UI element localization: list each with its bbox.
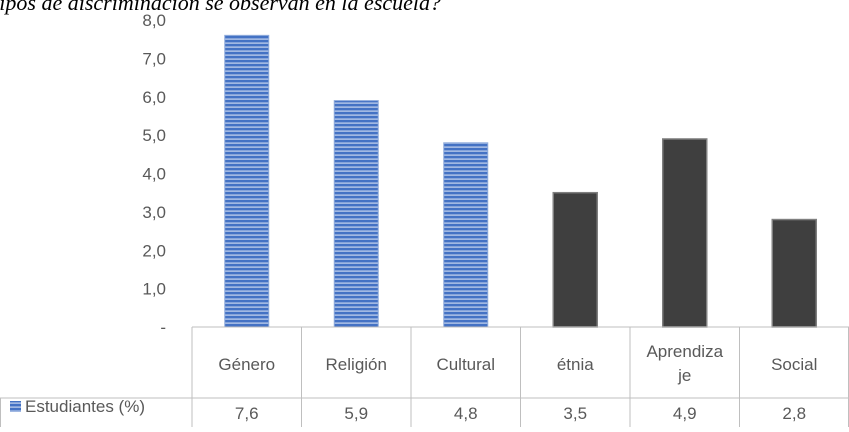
y-tick-label: 7,0 [142, 49, 166, 68]
y-tick-label: - [160, 318, 166, 337]
value-label: 3,5 [563, 404, 587, 423]
bar [552, 191, 598, 328]
legend-key [10, 401, 21, 412]
bars [224, 34, 817, 328]
value-label: 4,9 [673, 404, 697, 423]
value-label: 5,9 [344, 404, 368, 423]
legend: Estudiantes (%) [10, 397, 145, 416]
category-label: Religión [326, 355, 387, 374]
y-tick-label: 3,0 [142, 203, 166, 222]
y-tick-label: 1,0 [142, 280, 166, 299]
category-labels: Género Religión Cultural étnia Aprendiza je So… [218, 342, 817, 385]
category-label: Aprendiza je [646, 342, 723, 385]
legend-label: Estudiantes (%) [25, 397, 145, 416]
bar [443, 142, 489, 328]
category-label: Cultural [436, 355, 495, 374]
data-table: Género Religión Cultural étnia Aprendiza je So… [0, 326, 849, 427]
value-label: 7,6 [235, 404, 259, 423]
category-label: Social [771, 355, 817, 374]
chart-caption: ¿Qué tipos de discriminación se observan… [0, 0, 441, 15]
bar [224, 34, 270, 328]
y-tick-label: 4,0 [142, 165, 166, 184]
value-labels: 7,6 5,9 4,8 3,5 4,9 2,8 [235, 404, 806, 423]
y-tick-label: 8,0 [142, 11, 166, 30]
y-tick-label: 2,0 [142, 241, 166, 260]
y-tick-label: 6,0 [142, 88, 166, 107]
category-label: Género [218, 355, 275, 374]
value-label: 4,8 [454, 404, 478, 423]
bar [333, 100, 379, 328]
value-label: 2,8 [782, 404, 806, 423]
category-label: étnia [557, 355, 594, 374]
bar [771, 218, 817, 328]
bar [662, 138, 708, 328]
y-axis: - 1,0 2,0 3,0 4,0 5,0 6,0 7,0 8,0 [142, 11, 166, 337]
y-tick-label: 5,0 [142, 126, 166, 145]
